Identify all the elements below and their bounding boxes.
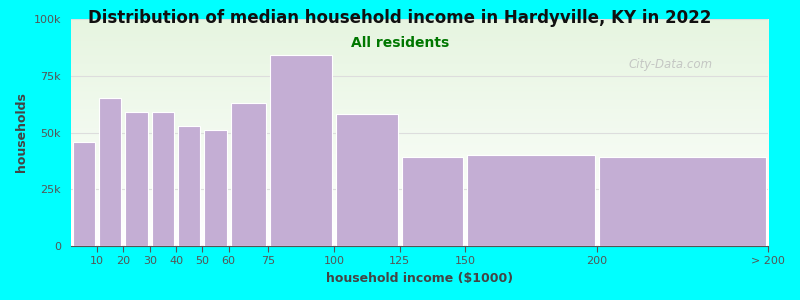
Bar	[73, 142, 95, 246]
Bar	[402, 158, 463, 246]
Text: Distribution of median household income in Hardyville, KY in 2022: Distribution of median household income …	[88, 9, 712, 27]
Bar	[230, 103, 266, 246]
Bar	[204, 130, 226, 246]
Bar	[126, 112, 148, 246]
X-axis label: household income ($1000): household income ($1000)	[326, 272, 513, 285]
Y-axis label: households: households	[15, 93, 28, 172]
Text: City-Data.com: City-Data.com	[629, 58, 713, 71]
Bar	[599, 158, 766, 246]
Bar	[336, 114, 398, 246]
Bar	[99, 98, 122, 246]
Bar	[467, 155, 595, 246]
Bar	[178, 126, 200, 246]
Bar	[270, 55, 332, 246]
Text: All residents: All residents	[351, 36, 449, 50]
Bar	[152, 112, 174, 246]
